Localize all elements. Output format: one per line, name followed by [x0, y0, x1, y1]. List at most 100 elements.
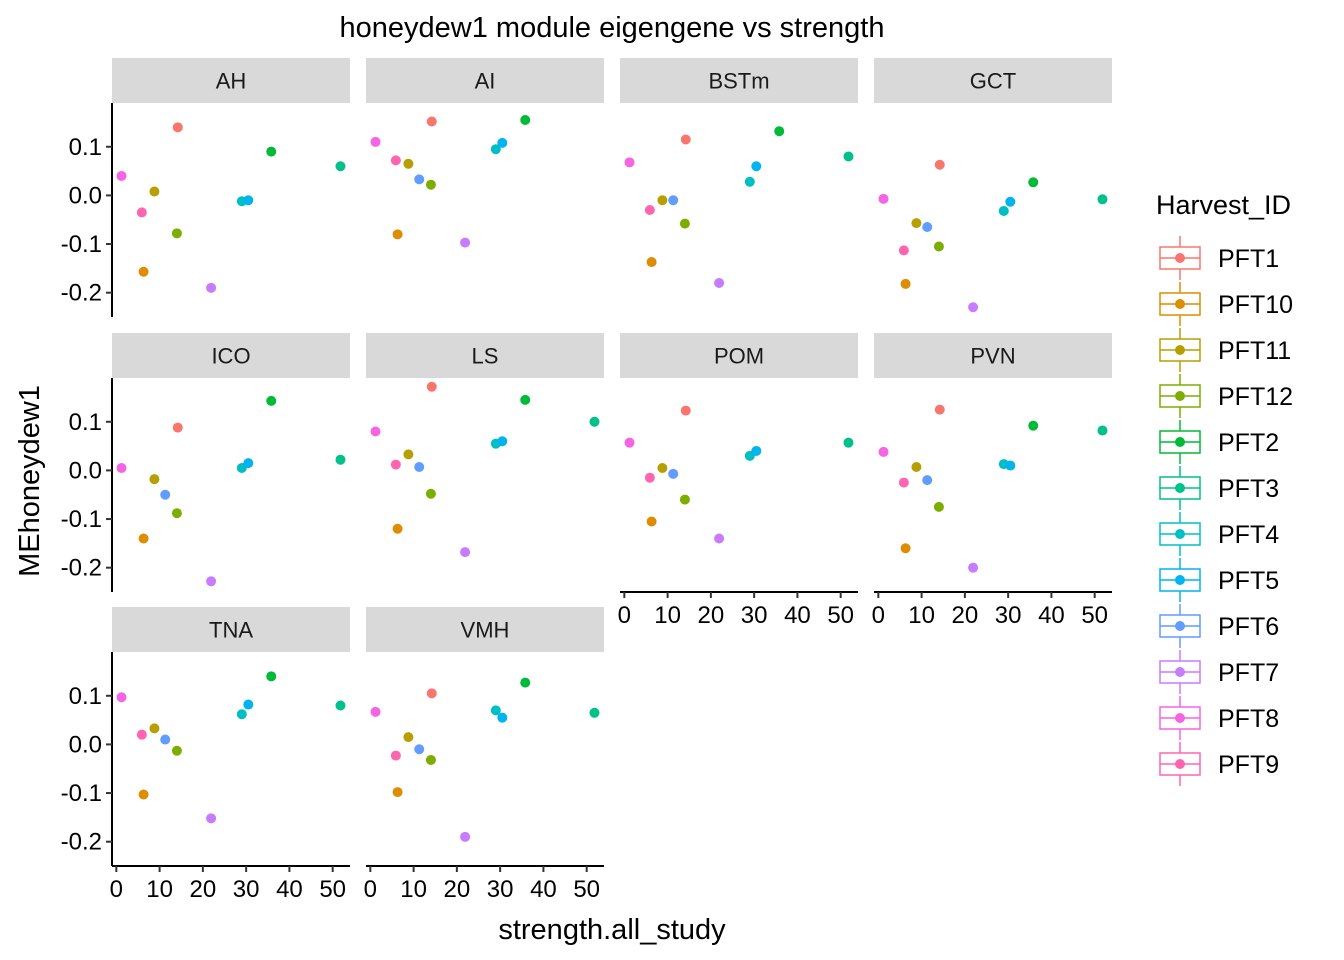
- data-point-pft9: [390, 155, 401, 166]
- panel-ai: AI: [366, 58, 604, 248]
- facet-strip: [620, 333, 858, 378]
- panel-tna: TNA -0.2 -0.1 0.0 0.1 0 10 20 30 40 50: [61, 607, 350, 903]
- data-point-pft4: [744, 176, 755, 187]
- data-point-pft6: [922, 222, 933, 233]
- legend-key-pft4: [1159, 512, 1201, 556]
- data-point-pft5: [243, 195, 254, 206]
- data-point-pft2: [774, 126, 785, 137]
- data-point-pft12: [425, 754, 436, 765]
- y-tick-label: -0.1: [61, 506, 102, 533]
- data-point-pft3: [1097, 425, 1108, 436]
- panel-bstm: BSTm: [620, 58, 858, 288]
- data-point-pft3: [335, 454, 346, 465]
- x-tick-label: 20: [444, 876, 471, 903]
- y-tick-label: 0.1: [69, 409, 102, 436]
- data-point-pft7: [206, 282, 217, 293]
- legend-label: PFT9: [1218, 751, 1279, 779]
- legend-key-pft5: [1159, 558, 1201, 602]
- data-point-pft12: [679, 494, 690, 505]
- data-point-pft6: [922, 475, 933, 486]
- x-tick-label: 40: [530, 876, 557, 903]
- data-point-pft9: [898, 245, 909, 256]
- y-tick-label: 0.0: [69, 182, 102, 209]
- x-tick-label: 20: [190, 876, 217, 903]
- legend-label: PFT3: [1218, 475, 1279, 503]
- y-tick-label: 0.1: [69, 683, 102, 710]
- data-point-pft7: [714, 533, 725, 544]
- data-point-pft9: [644, 205, 655, 215]
- data-point-pft9: [136, 207, 147, 218]
- legend: Harvest_ID PFT1 PFT10 PFT11 PFT12 PFT2 PFT3 PF…: [1156, 190, 1293, 786]
- data-point-pft2: [266, 146, 277, 157]
- data-point-pft8: [370, 136, 381, 147]
- x-tick-label: 30: [487, 876, 514, 903]
- data-point-pft6: [414, 462, 425, 473]
- legend-key-pft2: [1159, 420, 1201, 464]
- data-point-pft12: [171, 508, 182, 519]
- legend-title: Harvest_ID: [1156, 190, 1291, 220]
- x-tick-label: 0: [110, 876, 123, 903]
- legend-label: PFT12: [1218, 383, 1293, 411]
- legend-key-pft7: [1159, 650, 1201, 694]
- facet-strip-label: PVN: [970, 344, 1015, 369]
- data-point-pft7: [206, 576, 217, 587]
- legend-key-pft9: [1159, 742, 1201, 786]
- x-tick-label: 40: [1038, 602, 1065, 629]
- panel-pvn: PVN 0 10 20 30 40 50: [872, 333, 1112, 629]
- legend-label: PFT11: [1218, 337, 1291, 365]
- y-tick-label: 0.1: [69, 134, 102, 161]
- facet-strip: [874, 333, 1112, 378]
- x-tick-label: 50: [319, 876, 346, 903]
- facet-strip-label: BSTm: [708, 69, 769, 94]
- data-point-pft12: [425, 488, 436, 499]
- data-point-pft2: [266, 671, 277, 682]
- data-point-pft11: [403, 732, 414, 743]
- facet-strip: [366, 58, 604, 103]
- facet-strip-label: GCT: [970, 69, 1016, 94]
- y-tick-label: 0.0: [69, 457, 102, 484]
- facet-strip: [112, 333, 350, 378]
- x-tick-label: 40: [784, 602, 811, 629]
- data-point-pft1: [934, 404, 945, 415]
- data-point-pft4: [490, 144, 501, 155]
- data-point-pft7: [968, 302, 979, 313]
- data-point-pft7: [460, 237, 471, 248]
- data-point-pft3: [1097, 194, 1108, 205]
- data-point-pft5: [497, 436, 508, 447]
- panel-ls: LS: [366, 333, 604, 558]
- panel-ico: ICO -0.2 -0.1 0.0 0.1: [61, 333, 350, 592]
- legend-key-pft8: [1159, 696, 1201, 740]
- data-point-pft10: [646, 516, 657, 527]
- data-point-pft5: [243, 699, 254, 710]
- data-point-pft2: [1028, 420, 1039, 431]
- data-point-pft3: [843, 437, 854, 448]
- legend-key-pft10: [1159, 282, 1201, 326]
- data-point-pft1: [934, 159, 945, 170]
- data-point-pft5: [1005, 196, 1016, 207]
- legend-label: PFT1: [1218, 245, 1279, 273]
- data-point-pft11: [149, 474, 160, 485]
- data-point-pft12: [679, 218, 690, 229]
- data-point-pft9: [898, 477, 909, 488]
- x-tick-label: 10: [654, 602, 681, 629]
- x-tick-label: 10: [400, 876, 427, 903]
- legend-key-pft6: [1159, 604, 1201, 648]
- facet-strip-label: POM: [714, 344, 764, 369]
- data-point-pft6: [414, 174, 425, 185]
- data-point-pft11: [911, 462, 922, 473]
- legend-key-pft12: [1159, 374, 1201, 418]
- x-tick-label: 30: [995, 602, 1022, 629]
- x-tick-label: 20: [952, 602, 979, 629]
- y-tick-label: -0.2: [61, 829, 102, 856]
- data-point-pft9: [644, 472, 655, 483]
- data-point-pft5: [497, 712, 508, 723]
- facet-strip: [874, 58, 1112, 103]
- panel-ah: AH -0.2 -0.1 0.0 0.1: [61, 58, 350, 317]
- data-point-pft7: [714, 277, 725, 288]
- y-axis-label: MEhoneydew1: [14, 385, 46, 577]
- data-point-pft10: [900, 278, 911, 289]
- legend-key-pft11: [1159, 328, 1201, 372]
- data-point-pft7: [206, 813, 217, 824]
- facet-strip: [366, 333, 604, 378]
